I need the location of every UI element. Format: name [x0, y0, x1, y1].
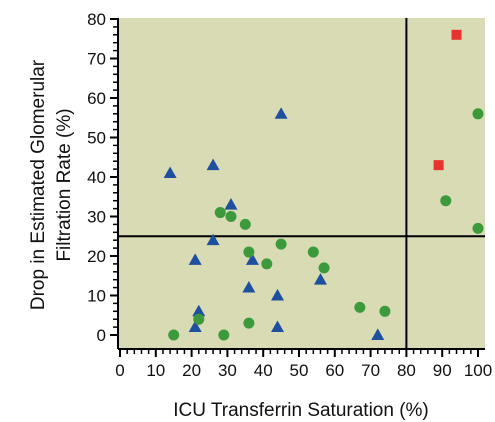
- circle-point: [472, 222, 484, 234]
- circle-point: [243, 317, 255, 329]
- y-tick-label: 80: [87, 10, 106, 29]
- y-tick-label: 20: [87, 247, 106, 266]
- circle-point: [193, 313, 205, 325]
- triangle-point: [274, 107, 288, 119]
- circle-point: [168, 329, 180, 341]
- x-tick-label: 40: [254, 361, 273, 380]
- circle-point: [225, 211, 237, 222]
- triangle-point: [188, 320, 202, 333]
- square-point: [433, 160, 444, 171]
- circle-point: [243, 246, 255, 258]
- circle-point: [261, 258, 273, 270]
- triangle-point: [242, 281, 256, 293]
- x-tick-label: 60: [325, 361, 344, 380]
- triangle-point: [271, 288, 285, 301]
- y-tick-label: 10: [87, 287, 106, 306]
- triangle-point: [371, 328, 385, 340]
- x-tick-label: 100: [464, 361, 492, 380]
- triangle-point: [188, 253, 202, 265]
- circle-point: [307, 246, 319, 258]
- circle-point: [379, 305, 391, 317]
- circle-point: [318, 262, 330, 274]
- y-axis-ticks: 0 10 20 30 40 50 60 70 80: [87, 10, 118, 345]
- triangle-point: [163, 166, 177, 178]
- reference-lines: [118, 18, 485, 349]
- triangle-point: [206, 233, 220, 246]
- circle-point: [472, 108, 484, 120]
- x-tick-label: 20: [182, 361, 201, 380]
- circle-point: [354, 301, 366, 313]
- circle-point: [239, 218, 251, 230]
- triangle-point: [224, 198, 238, 210]
- x-tick-label: 50: [290, 361, 309, 380]
- square-point: [451, 29, 462, 40]
- triangle-point: [313, 273, 327, 285]
- y-axis-title-line-1: Drop in Estimated Glomerular: [28, 59, 49, 310]
- data-points: [163, 29, 484, 341]
- axes: [117, 18, 485, 350]
- y-tick-label: 60: [87, 89, 106, 108]
- x-axis-ticks: 0 10 20 30 40 50 60 70 80 90 100: [115, 349, 492, 380]
- circle-point: [214, 207, 226, 219]
- x-tick-label: 10: [146, 361, 165, 380]
- y-tick-label: 30: [87, 208, 106, 227]
- x-tick-label: 90: [433, 361, 452, 380]
- x-axis-title: ICU Transferrin Saturation (%): [173, 400, 429, 421]
- y-axis-title-line-2: Filtration Rate (%): [54, 108, 75, 261]
- x-tick-label: 0: [115, 361, 124, 380]
- x-tick-label: 80: [397, 361, 416, 380]
- circle-point: [218, 329, 230, 341]
- y-tick-label: 70: [87, 50, 106, 69]
- y-tick-label: 0: [97, 326, 106, 345]
- triangle-point: [206, 158, 220, 171]
- circle-point: [440, 195, 452, 207]
- triangle-point: [245, 253, 259, 265]
- y-tick-label: 40: [87, 168, 106, 187]
- triangle-point: [271, 320, 285, 333]
- plot-background: [118, 18, 485, 349]
- triangle-point: [192, 304, 206, 317]
- circle-point: [275, 238, 287, 250]
- y-tick-label: 50: [87, 129, 106, 148]
- x-tick-label: 30: [218, 361, 237, 380]
- x-tick-label: 70: [361, 361, 380, 380]
